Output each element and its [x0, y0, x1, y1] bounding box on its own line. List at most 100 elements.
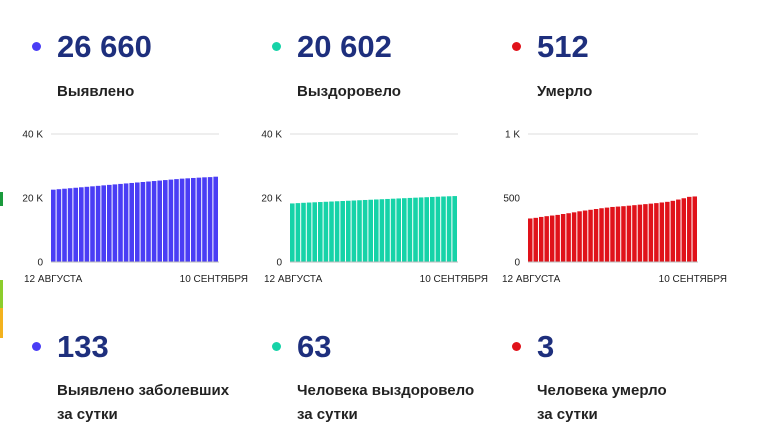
x-end-label: 10 СЕНТЯБРЯ [420, 274, 488, 285]
recovered-daily-value: 63 [297, 329, 332, 364]
bar [146, 181, 151, 262]
y-tick-label: 500 [503, 194, 520, 205]
bar [582, 210, 588, 262]
bar [306, 202, 312, 262]
detected-total-value: 26 660 [57, 29, 152, 64]
bar [577, 211, 582, 262]
bar [648, 203, 654, 262]
chart-2: 40 K 20 K 0 12 АВГУСТА 10 СЕНТЯБРЯ [261, 130, 488, 286]
bar [340, 201, 345, 262]
x-end-label: 10 СЕНТЯБРЯ [659, 274, 727, 285]
bar [681, 198, 687, 262]
bar [379, 199, 385, 262]
bar [599, 208, 604, 262]
bar [346, 200, 351, 262]
bar [312, 202, 317, 262]
bar [123, 183, 129, 262]
bar [626, 205, 632, 262]
recovered-dot [272, 42, 281, 51]
y-tick-label: 0 [514, 258, 520, 269]
bar [368, 199, 373, 262]
bar [185, 178, 190, 262]
bar [301, 202, 306, 262]
bar [452, 196, 457, 262]
bar [643, 204, 648, 262]
bar [549, 215, 555, 262]
y-tick-label: 40 K [261, 130, 282, 141]
bar [528, 218, 533, 262]
bar [413, 197, 418, 262]
bar [446, 196, 452, 262]
bar [129, 182, 134, 262]
y-tick-label: 0 [276, 258, 282, 269]
bar [157, 180, 162, 262]
bar [385, 198, 390, 262]
died-total-value: 512 [537, 29, 589, 64]
bar [112, 184, 118, 262]
bar [560, 214, 566, 262]
x-end-label: 10 СЕНТЯБРЯ [180, 274, 248, 285]
bar [571, 212, 577, 262]
bar [665, 201, 670, 262]
edge-mark-lime [0, 280, 3, 308]
bar [196, 177, 202, 262]
bar [538, 216, 544, 262]
bar [566, 213, 571, 262]
bar [533, 217, 538, 262]
y-tick-label: 0 [37, 258, 43, 269]
bar [374, 199, 379, 262]
bar [632, 205, 637, 262]
bar [430, 196, 435, 262]
bar [407, 197, 413, 262]
y-tick-label: 20 K [261, 194, 282, 205]
bar [621, 206, 626, 262]
edge-mark-yellow [0, 308, 3, 338]
x-start-label: 12 АВГУСТА [264, 274, 323, 285]
bar [593, 209, 599, 262]
bar [418, 197, 424, 262]
bar [151, 181, 157, 262]
left-edge-strip [0, 0, 3, 444]
chart-3: 1 K 500 0 12 АВГУСТА 10 СЕНТЯБРЯ [502, 130, 727, 286]
bar [555, 214, 560, 262]
bar [588, 209, 593, 262]
died-daily-label-line2: за сутки [537, 406, 598, 423]
bar [329, 201, 334, 262]
bar [637, 204, 643, 262]
bar [135, 182, 140, 262]
recovered-daily-dot [272, 342, 281, 351]
bar [295, 203, 301, 262]
bar [323, 201, 329, 262]
died-dot [512, 42, 521, 51]
bar [544, 216, 549, 262]
bar [692, 196, 697, 262]
bar [84, 186, 90, 262]
bar [51, 189, 56, 262]
y-tick-label: 20 K [22, 194, 43, 205]
died-total-label: Умерло [537, 83, 593, 100]
x-start-label: 12 АВГУСТА [502, 274, 561, 285]
bar [435, 196, 441, 262]
died-daily-label-line1: Человека умерло [537, 382, 667, 399]
bar [610, 206, 615, 262]
bar [670, 200, 676, 262]
bar [90, 186, 95, 262]
bar [207, 177, 213, 262]
bar [62, 188, 67, 262]
bar [79, 187, 84, 262]
bar [351, 200, 357, 262]
detected-daily-label-line2: за сутки [57, 406, 118, 423]
edge-mark-green [0, 192, 3, 206]
bar [390, 198, 396, 262]
bar [140, 182, 146, 262]
bar [56, 189, 62, 262]
detected-daily-label-line1: Выявлено заболевших [57, 382, 230, 399]
y-tick-label: 40 K [22, 130, 43, 141]
bar [604, 207, 610, 262]
bar [73, 187, 78, 262]
bar [402, 198, 407, 262]
bar [163, 180, 168, 262]
bar [191, 177, 196, 262]
bar [67, 188, 73, 262]
